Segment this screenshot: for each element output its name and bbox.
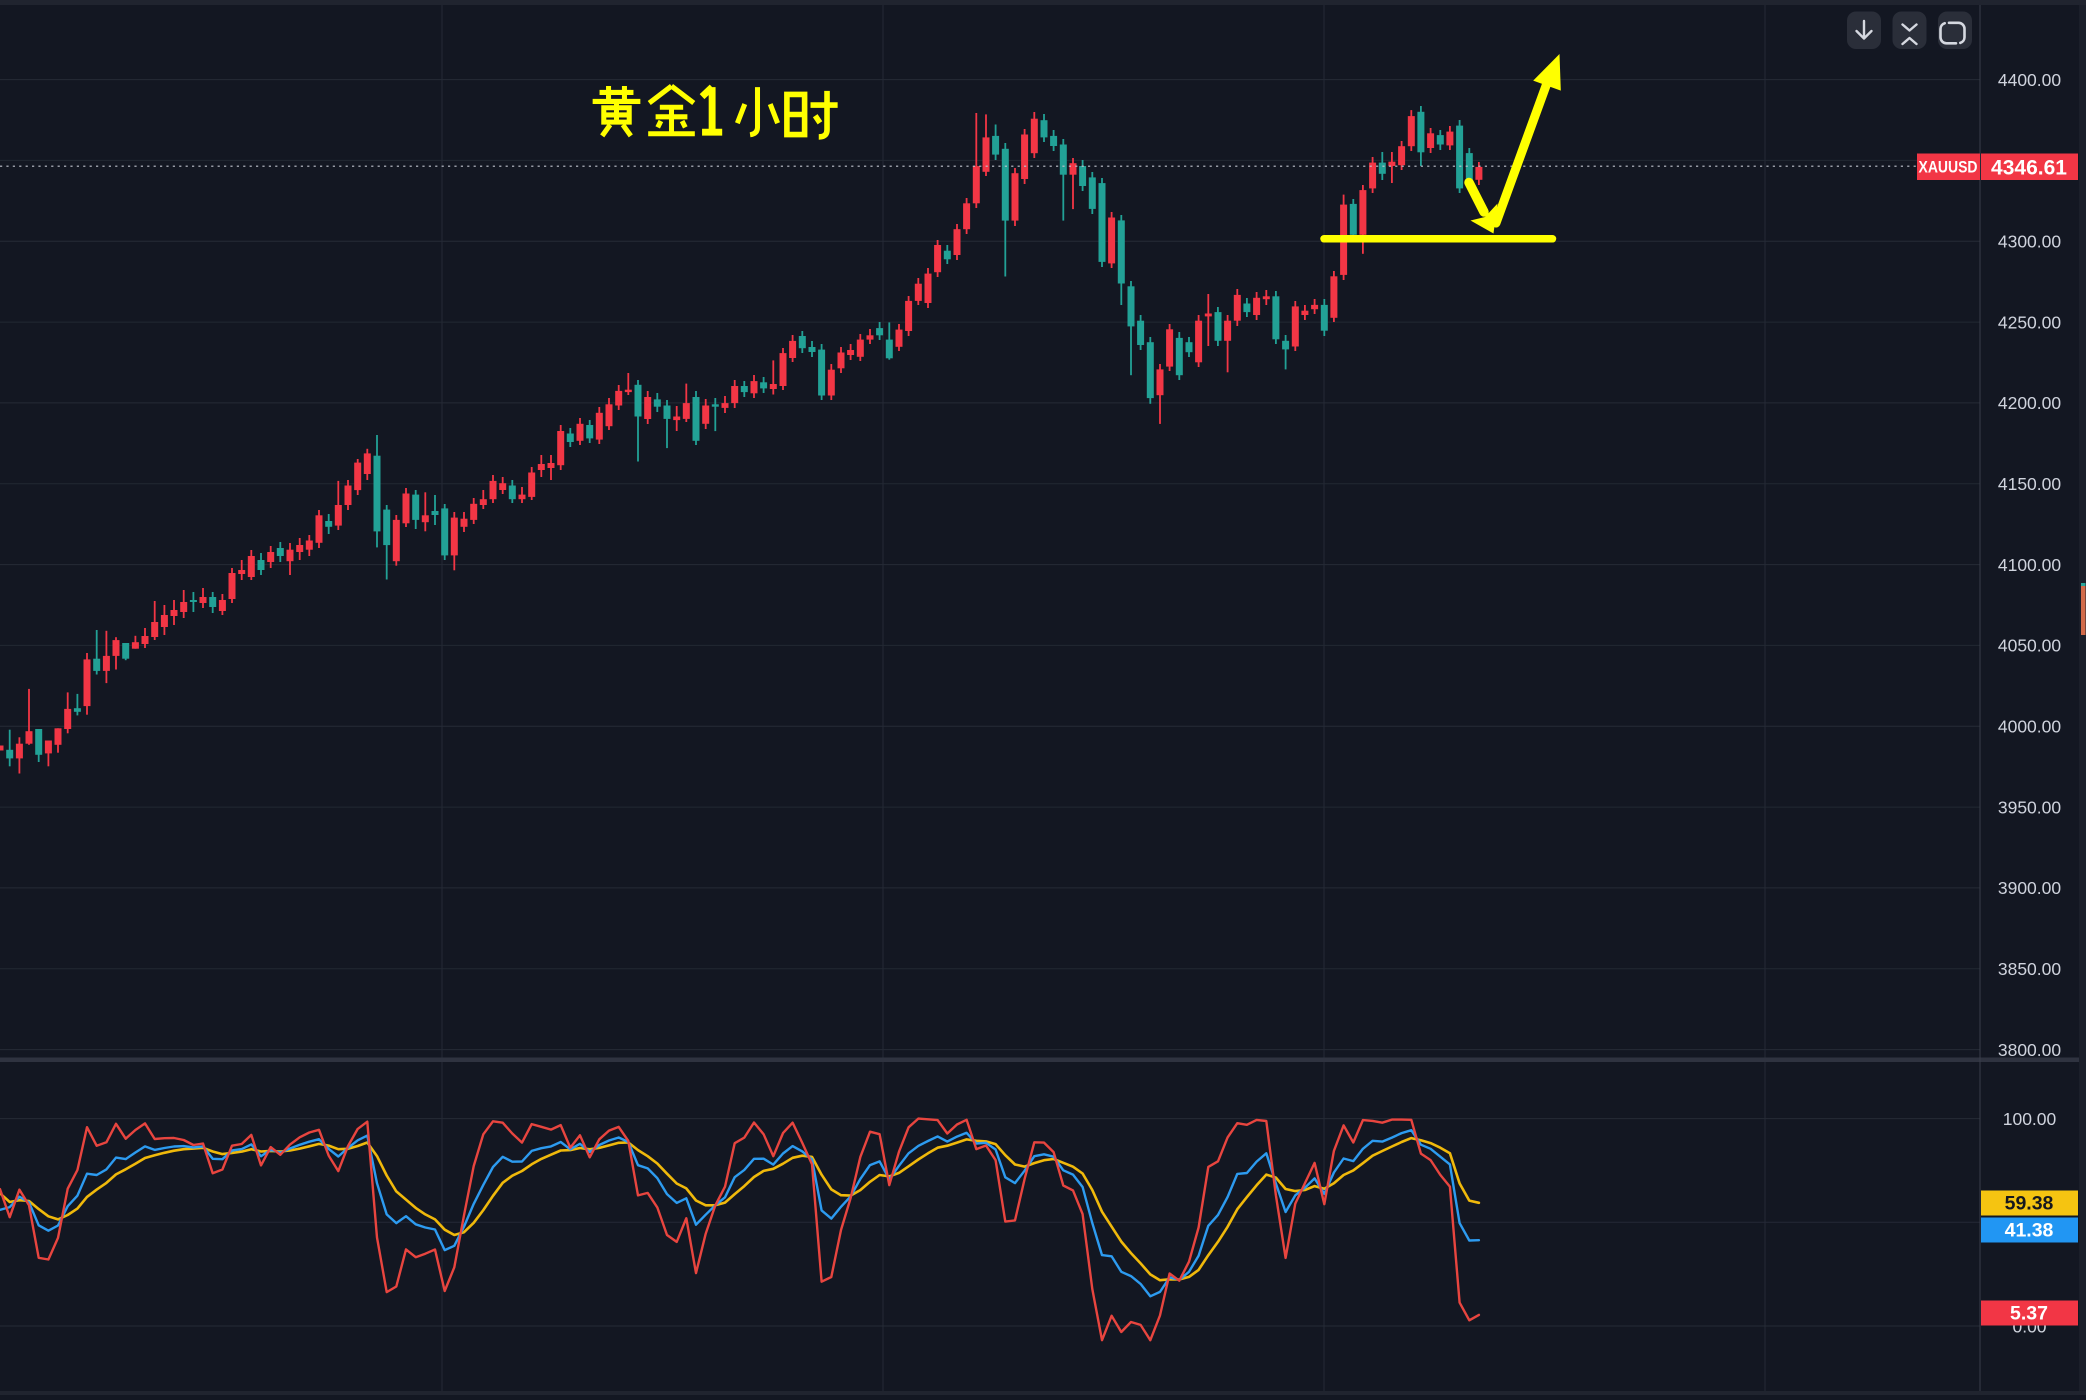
svg-text:3800.00: 3800.00 (1998, 1040, 2062, 1060)
svg-text:3850.00: 3850.00 (1998, 959, 2062, 979)
svg-text:4000.00: 4000.00 (1998, 717, 2062, 737)
svg-text:4346.61: 4346.61 (1991, 157, 2067, 180)
svg-text:4250.00: 4250.00 (1998, 312, 2062, 332)
svg-text:59.38: 59.38 (2005, 1193, 2054, 1215)
svg-text:100.00: 100.00 (2003, 1109, 2057, 1129)
svg-text:4400.00: 4400.00 (1998, 70, 2062, 90)
svg-text:XAUUSD: XAUUSD (1919, 159, 1978, 177)
svg-text:3900.00: 3900.00 (1998, 878, 2062, 898)
svg-text:4300.00: 4300.00 (1998, 232, 2062, 252)
svg-text:3950.00: 3950.00 (1998, 797, 2062, 817)
svg-text:4100.00: 4100.00 (1998, 555, 2062, 575)
svg-text:5.37: 5.37 (2010, 1303, 2048, 1325)
svg-text:41.38: 41.38 (2005, 1220, 2054, 1242)
svg-text:4150.00: 4150.00 (1998, 474, 2062, 494)
svg-text:4050.00: 4050.00 (1998, 636, 2062, 656)
svg-text:4200.00: 4200.00 (1998, 393, 2062, 413)
